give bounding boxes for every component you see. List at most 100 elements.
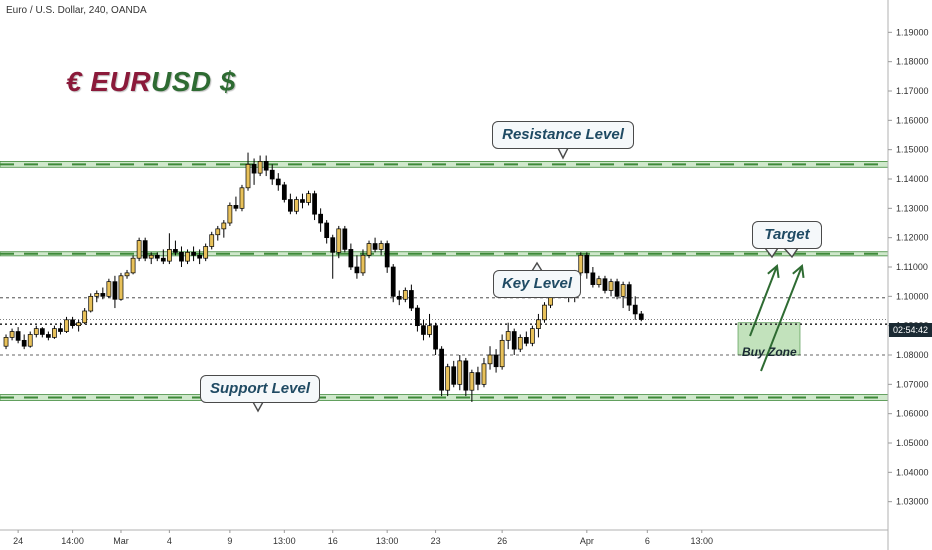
- time-axis[interactable]: 24 14:00 Mar 4 9 13:00 16 13:00 23 26 Apr 6 13:00: [0, 529, 888, 546]
- candle-body: [318, 213, 324, 224]
- candle: [197, 249, 203, 265]
- candle: [330, 234, 336, 279]
- candle: [185, 249, 190, 265]
- time-tick-label: 9: [227, 536, 232, 546]
- resistance-level-callout[interactable]: Resistance Level: [492, 121, 634, 149]
- time-tick-label: 4: [167, 536, 172, 546]
- candle-body: [269, 169, 275, 180]
- candle: [523, 331, 529, 347]
- logo-eur: EUR: [90, 66, 151, 97]
- candle-body: [9, 331, 15, 338]
- candle-body: [294, 199, 299, 212]
- candle: [263, 155, 269, 177]
- candle: [142, 237, 148, 262]
- candle: [463, 357, 469, 397]
- candle-body: [584, 254, 590, 274]
- candle-body: [360, 254, 366, 274]
- candle: [390, 264, 396, 303]
- candle-body: [191, 251, 196, 256]
- candle-body: [505, 331, 511, 341]
- candle: [106, 278, 112, 298]
- time-tick-label: Apr: [580, 536, 594, 546]
- candle: [493, 349, 499, 373]
- candle-body: [324, 222, 330, 239]
- candle: [76, 319, 81, 332]
- key-level-callout[interactable]: Key Level: [493, 270, 581, 298]
- support-level-callout[interactable]: Support Level: [200, 375, 320, 403]
- candle-body: [402, 290, 408, 300]
- candle-body: [348, 249, 354, 268]
- candle: [511, 328, 517, 355]
- eurusd-logo: € EURUSD $: [66, 66, 236, 98]
- price-axis[interactable]: 1.19000 1.18000 1.17000 1.16000 1.15000 1.140…: [887, 0, 929, 550]
- candle: [215, 225, 221, 241]
- candle: [27, 331, 33, 348]
- candle: [9, 328, 15, 341]
- candle-body: [445, 366, 451, 391]
- candle: [384, 240, 390, 273]
- candle-body: [209, 234, 215, 247]
- target-callout-tail-right: [783, 247, 799, 259]
- candle-body: [511, 331, 517, 350]
- candle-body: [160, 257, 166, 262]
- candle-body: [342, 228, 348, 250]
- candle-body: [366, 243, 372, 256]
- arrow-head: [767, 264, 780, 279]
- candle: [378, 240, 384, 256]
- candle: [239, 184, 245, 212]
- candle: [39, 327, 45, 338]
- price-tick-label: 1.17000: [896, 86, 929, 96]
- candle: [469, 369, 475, 402]
- time-tick-label: 16: [328, 536, 338, 546]
- candle-body: [626, 284, 632, 306]
- time-tick-label: 14:00: [61, 536, 84, 546]
- time-tick-label: 13:00: [691, 536, 714, 546]
- candle: [409, 284, 414, 311]
- candle: [173, 240, 178, 256]
- candle-body: [21, 339, 27, 347]
- candle-body: [233, 205, 239, 209]
- candle-body: [215, 228, 221, 236]
- candle: [475, 366, 481, 391]
- arrow-shaft: [760, 265, 803, 372]
- candle: [415, 305, 420, 332]
- candle-body: [203, 246, 209, 259]
- candle-body: [179, 251, 184, 262]
- candle-body: [197, 254, 203, 259]
- candle-body: [148, 254, 154, 259]
- price-tick-label: 1.08000: [896, 350, 929, 360]
- candle-body: [39, 328, 45, 335]
- candle-body: [275, 178, 281, 186]
- candle-body: [112, 281, 118, 300]
- candle-body: [596, 278, 602, 285]
- candle-body: [517, 337, 523, 350]
- candle-body: [439, 348, 445, 391]
- candle-body: [536, 319, 541, 329]
- candle-body: [378, 243, 384, 250]
- candle: [227, 202, 233, 226]
- candle-body: [390, 266, 396, 297]
- candle-body: [602, 278, 608, 291]
- candle: [154, 252, 160, 262]
- candle: [596, 275, 602, 288]
- candle: [584, 252, 590, 279]
- time-tick-label: Mar: [113, 536, 129, 546]
- candle-body: [499, 339, 505, 368]
- candle: [209, 231, 215, 250]
- candle-body: [614, 281, 620, 297]
- candle-body: [106, 281, 112, 297]
- price-tick-label: 1.14000: [896, 174, 929, 184]
- candle-body: [88, 295, 94, 312]
- candle-body: [82, 310, 88, 324]
- candle-body: [384, 243, 390, 268]
- target-callout[interactable]: Target: [752, 221, 822, 249]
- candle: [396, 290, 402, 306]
- candle: [21, 334, 27, 350]
- target-callout-tail-left: [764, 247, 779, 259]
- candle: [312, 190, 317, 221]
- candle: [632, 296, 638, 320]
- candle-body: [58, 328, 63, 332]
- resistance-callout-tail: [557, 147, 569, 160]
- candle-body: [52, 328, 57, 338]
- logo-usd: USD: [150, 66, 212, 97]
